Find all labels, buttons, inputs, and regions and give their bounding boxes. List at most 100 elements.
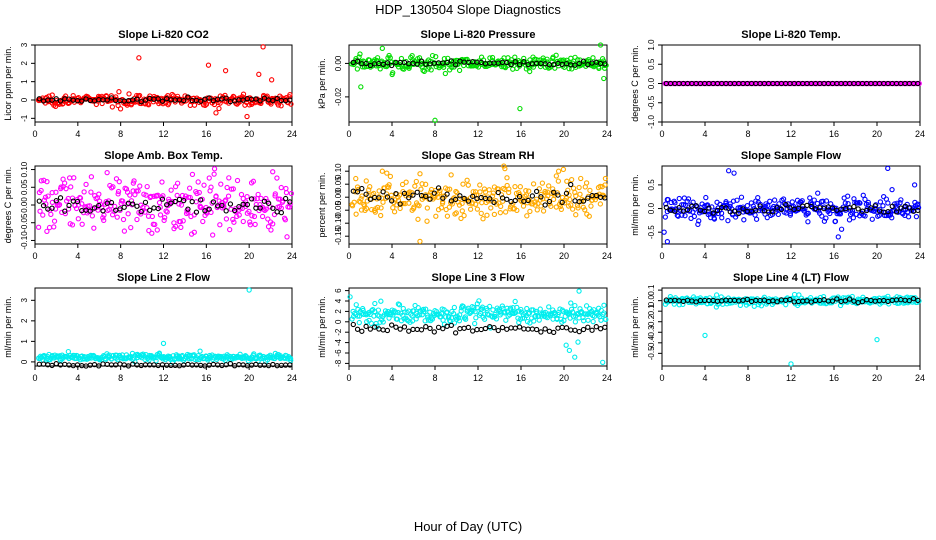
data-point xyxy=(392,197,398,203)
reference-point xyxy=(363,60,369,67)
data-point xyxy=(517,184,523,190)
data-point xyxy=(504,175,510,181)
x-tick-label: 0 xyxy=(32,251,37,261)
data-point xyxy=(547,201,553,207)
data-point xyxy=(820,300,826,306)
data-point xyxy=(815,190,821,196)
reference-point xyxy=(206,95,212,101)
data-point xyxy=(775,211,781,218)
data-point xyxy=(160,193,166,199)
data-point xyxy=(197,348,203,354)
data-point xyxy=(737,205,744,211)
data-point xyxy=(865,202,871,208)
outlier-point xyxy=(358,84,364,90)
data-point xyxy=(250,178,257,184)
data-point xyxy=(421,68,427,74)
data-point xyxy=(538,203,544,209)
data-point xyxy=(482,189,489,195)
data-point xyxy=(524,213,530,219)
reference-point xyxy=(287,362,293,368)
reference-point xyxy=(783,201,789,208)
outlier-point xyxy=(788,361,794,367)
reference-point xyxy=(53,96,59,102)
x-tick-label: 8 xyxy=(118,129,123,139)
data-point xyxy=(49,92,55,98)
reference-point xyxy=(172,198,178,205)
y-axis-label: degrees C per min. xyxy=(3,167,13,244)
reference-point xyxy=(278,209,285,216)
reference-point xyxy=(516,62,523,68)
y-tick-label: 2 xyxy=(20,318,29,323)
data-point xyxy=(479,200,485,206)
y-tick-label: 0.10 xyxy=(334,163,343,179)
data-point xyxy=(363,178,369,184)
chart-panel: Slope Line 3 Flow ml/min per min. 0 4 8 12 16 2… xyxy=(317,272,612,383)
x-tick-label: 20 xyxy=(244,373,254,383)
reference-point xyxy=(389,62,395,69)
chart-title: Slope Line 2 Flow xyxy=(117,272,210,284)
data-point xyxy=(137,183,143,189)
data-point xyxy=(575,205,581,211)
y-tick-label: -8 xyxy=(334,359,343,367)
data-point xyxy=(587,187,593,194)
data-point xyxy=(519,198,525,205)
data-point xyxy=(510,66,516,72)
data-point xyxy=(88,174,95,180)
data-point xyxy=(115,102,121,109)
data-point xyxy=(886,301,892,307)
reference-point xyxy=(223,208,229,214)
data-point xyxy=(503,317,509,323)
data-point xyxy=(512,183,518,190)
y-tick-label: -0.5 xyxy=(647,346,656,360)
data-point xyxy=(196,189,202,196)
reference-point xyxy=(585,195,591,201)
reference-point xyxy=(465,198,472,204)
data-point xyxy=(396,302,403,308)
reference-point xyxy=(516,324,523,330)
data-point xyxy=(560,166,567,173)
reference-point xyxy=(248,196,255,202)
reference-point xyxy=(563,325,570,331)
data-point xyxy=(753,216,760,222)
data-point xyxy=(211,166,218,172)
data-point xyxy=(436,190,443,196)
data-point xyxy=(737,302,744,308)
reference-point xyxy=(491,324,497,331)
data-point xyxy=(37,208,43,214)
data-point xyxy=(544,56,550,62)
reference-point xyxy=(723,205,729,211)
data-point xyxy=(353,302,359,308)
reference-point xyxy=(533,188,540,195)
y-tick-label: 0.00 xyxy=(334,189,343,205)
data-point xyxy=(411,204,417,210)
data-point xyxy=(399,181,406,188)
reference-point xyxy=(198,197,204,203)
data-point xyxy=(463,316,469,322)
data-point xyxy=(771,197,778,203)
data-point xyxy=(570,309,576,315)
data-point xyxy=(384,170,390,176)
data-point xyxy=(357,51,363,57)
x-tick-label: 0 xyxy=(346,373,351,383)
x-tick-label: 12 xyxy=(473,129,483,139)
reference-point xyxy=(859,298,866,305)
data-point xyxy=(144,183,150,190)
data-point xyxy=(862,196,868,203)
reference-point xyxy=(787,296,793,303)
data-point xyxy=(423,181,429,187)
data-point xyxy=(597,201,604,207)
data-point xyxy=(752,212,758,218)
reference-point xyxy=(36,198,42,204)
data-point xyxy=(514,207,520,214)
data-point xyxy=(409,313,415,319)
reference-point xyxy=(559,199,565,206)
reference-point xyxy=(244,201,251,208)
outlier-point xyxy=(136,55,142,61)
data-point xyxy=(378,205,384,211)
reference-point xyxy=(270,98,276,104)
data-point xyxy=(278,184,284,191)
reference-point xyxy=(121,204,127,210)
y-tick-label: 0.00 xyxy=(334,55,343,71)
y-tick-label: 1 xyxy=(20,339,29,344)
data-point xyxy=(249,213,255,219)
